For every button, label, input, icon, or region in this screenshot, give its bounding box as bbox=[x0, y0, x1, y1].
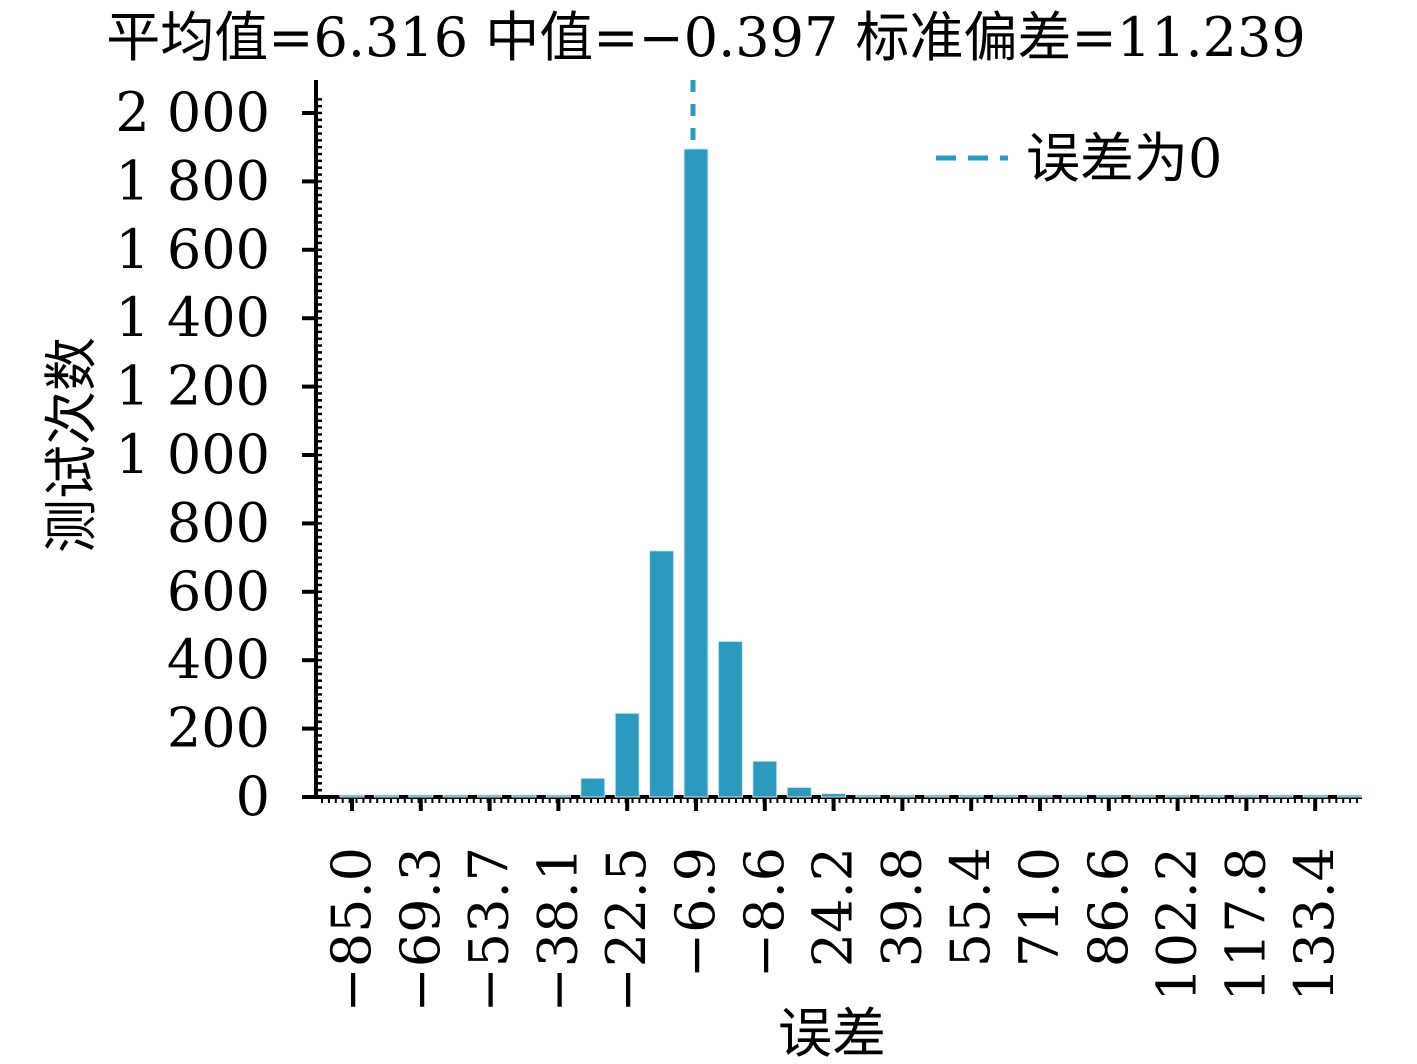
bar bbox=[752, 760, 778, 798]
bar bbox=[1130, 794, 1156, 798]
bar bbox=[649, 550, 675, 798]
x-tick-label: −38.1 bbox=[526, 847, 589, 1012]
bar bbox=[580, 777, 606, 798]
bar bbox=[1233, 794, 1259, 798]
bar bbox=[1337, 794, 1363, 798]
x-tick-label: 117.8 bbox=[1214, 847, 1277, 1002]
x-axis-label: 误差 bbox=[778, 1002, 886, 1064]
bars-group bbox=[339, 148, 1363, 798]
x-tick-label: 39.8 bbox=[870, 847, 933, 967]
bar bbox=[511, 794, 537, 798]
bar bbox=[373, 794, 399, 798]
x-tick-label: −8.6 bbox=[733, 847, 796, 978]
y-tick-label: 2 000 bbox=[115, 81, 270, 144]
bar bbox=[958, 794, 984, 798]
bar bbox=[1165, 794, 1191, 798]
y-tick-label: 1 200 bbox=[115, 355, 270, 418]
x-tick-label: −69.3 bbox=[389, 847, 452, 1012]
bar bbox=[924, 794, 950, 798]
legend-label: 误差为0 bbox=[1026, 127, 1222, 190]
bar bbox=[821, 793, 847, 798]
y-tick-label: 800 bbox=[167, 491, 270, 554]
x-tick-label: −85.0 bbox=[320, 847, 383, 1012]
y-axis-label: 测试次数 bbox=[40, 337, 103, 553]
bar bbox=[1061, 794, 1087, 798]
bar bbox=[614, 712, 640, 798]
y-tick-label: 1 800 bbox=[115, 149, 270, 212]
bar bbox=[993, 794, 1019, 798]
y-tick-label: 1 600 bbox=[115, 218, 270, 281]
bar bbox=[889, 794, 915, 798]
bar bbox=[477, 794, 503, 798]
bar bbox=[339, 794, 365, 798]
x-tick-label: 24.2 bbox=[802, 847, 865, 967]
x-axis: −85.0 −69.3 −53.7 −38.1 −22.5 −6.9 −8.6 24.2 39.… bbox=[314, 795, 1362, 1012]
x-tick-label: 71.0 bbox=[1008, 847, 1071, 967]
chart-title: 平均值=6.316 中值=−0.397 标准偏差=11.239 bbox=[106, 6, 1305, 69]
y-tick-label: 0 bbox=[236, 765, 270, 828]
bar bbox=[717, 640, 743, 798]
y-tick-label: 1 000 bbox=[115, 423, 270, 486]
bar bbox=[855, 794, 881, 798]
bar bbox=[1302, 794, 1328, 798]
bar bbox=[1268, 794, 1294, 798]
y-tick-label: 200 bbox=[167, 697, 270, 760]
bar bbox=[1096, 794, 1122, 798]
bar bbox=[786, 786, 812, 798]
bar bbox=[442, 794, 468, 798]
bar bbox=[545, 794, 571, 798]
x-tick-label: 102.2 bbox=[1146, 847, 1209, 1002]
legend: 误差为0 bbox=[936, 127, 1222, 190]
y-tick-label: 1 400 bbox=[115, 286, 270, 349]
x-tick-label: −53.7 bbox=[458, 847, 521, 1012]
bar bbox=[1199, 794, 1225, 798]
x-tick-label: −22.5 bbox=[595, 847, 658, 1012]
x-tick-label: −6.9 bbox=[664, 847, 727, 978]
y-tick-label: 400 bbox=[167, 628, 270, 691]
x-tick-label: 86.6 bbox=[1077, 847, 1140, 967]
bar bbox=[408, 794, 434, 798]
x-tick-label: 133.4 bbox=[1283, 847, 1346, 1002]
bar bbox=[1027, 794, 1053, 798]
bar bbox=[683, 148, 709, 798]
x-tick-label: 55.4 bbox=[939, 847, 1002, 967]
y-tick-label: 600 bbox=[167, 560, 270, 623]
